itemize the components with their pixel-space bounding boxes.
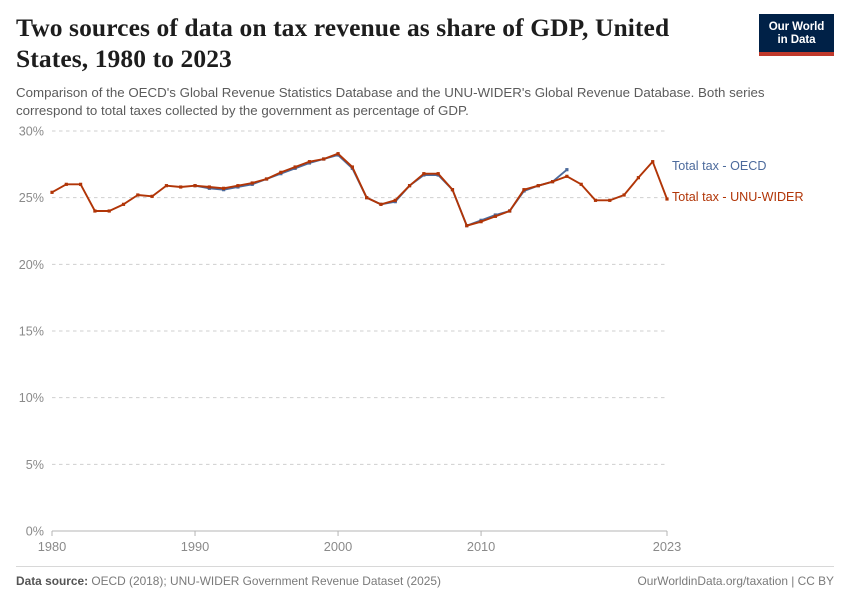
y-axis-tick-label: 15%	[19, 325, 44, 339]
chart-header: Two sources of data on tax revenue as sh…	[16, 12, 834, 120]
data-point-marker[interactable]	[593, 198, 598, 202]
y-axis-labels-group: 0% 5% 10% 15% 20% 25% 30%	[19, 125, 44, 539]
data-point-marker[interactable]	[93, 209, 97, 213]
logo-line-1: Our World	[768, 20, 825, 33]
data-point-marker[interactable]	[450, 188, 455, 192]
data-point-marker[interactable]	[193, 184, 197, 188]
data-point-marker[interactable]	[508, 209, 512, 213]
data-point-marker[interactable]	[336, 152, 340, 156]
x-axis-tick-label: 2010	[467, 539, 495, 554]
data-point-marker[interactable]	[179, 185, 183, 189]
x-axis-tick-label: 1990	[181, 539, 209, 554]
data-point-marker[interactable]	[550, 180, 555, 184]
data-point-marker[interactable]	[407, 184, 412, 188]
data-point-marker[interactable]	[536, 184, 540, 188]
data-point-marker[interactable]	[622, 193, 626, 197]
data-point-marker[interactable]	[236, 184, 240, 188]
series-line-oecd	[194, 154, 568, 227]
y-axis-tick-label: 10%	[19, 391, 44, 405]
data-point-marker[interactable]	[264, 177, 269, 181]
legend-label-oecd[interactable]: Total tax - OECD	[672, 159, 766, 173]
data-point-marker[interactable]	[379, 202, 383, 206]
data-point-marker[interactable]	[64, 182, 68, 186]
y-axis-tick-label: 5%	[26, 458, 44, 472]
y-axis-tick-label: 25%	[19, 191, 44, 205]
data-point-marker[interactable]	[651, 160, 655, 164]
data-point-marker[interactable]	[50, 190, 54, 194]
data-point-marker[interactable]	[307, 160, 312, 164]
x-axis-group: 1980 1990 2000 2010 2023	[38, 530, 681, 554]
data-point-marker[interactable]	[393, 198, 397, 202]
owid-logo[interactable]: Our World in Data	[759, 14, 834, 56]
series-line-unu-wider	[51, 152, 668, 227]
data-point-marker[interactable]	[222, 186, 226, 190]
chart-svg: 0% 5% 10% 15% 20% 25% 30% 1980 1990 2000 2010 2023…	[19, 125, 804, 555]
data-point-marker[interactable]	[107, 209, 111, 213]
data-point-marker[interactable]	[322, 157, 326, 161]
data-point-marker[interactable]	[365, 196, 369, 200]
data-point-marker[interactable]	[436, 172, 440, 176]
x-axis-tick-label: 2000	[324, 539, 352, 554]
data-point-marker[interactable]	[164, 184, 169, 188]
y-axis-tick-label: 30%	[19, 125, 44, 139]
data-point-marker[interactable]	[422, 172, 426, 176]
data-point-marker[interactable]	[522, 188, 526, 192]
x-axis-tick-label: 2023	[653, 539, 681, 554]
data-point-marker[interactable]	[150, 194, 154, 198]
data-source: Data source: OECD (2018); UNU-WIDER Gove…	[16, 574, 441, 588]
y-axis-tick-label: 20%	[19, 258, 44, 272]
chart-subtitle: Comparison of the OECD's Global Revenue …	[16, 85, 765, 119]
data-point-marker[interactable]	[79, 182, 83, 186]
page-title: Two sources of data on tax revenue as sh…	[16, 13, 670, 74]
gridlines-group	[52, 130, 667, 465]
y-axis-tick-label: 0%	[26, 525, 44, 539]
data-point-marker[interactable]	[636, 176, 640, 180]
data-point-marker[interactable]	[136, 193, 140, 197]
data-point-marker[interactable]	[207, 185, 211, 189]
data-point-marker[interactable]	[493, 214, 497, 218]
data-point-marker[interactable]	[279, 170, 283, 174]
data-point-marker[interactable]	[121, 202, 126, 206]
data-point-marker[interactable]	[465, 224, 469, 228]
x-axis-tick-label: 1980	[38, 539, 66, 554]
data-point-marker[interactable]	[608, 198, 612, 202]
series-group	[50, 152, 669, 228]
attribution-link[interactable]: OurWorldinData.org/taxation | CC BY	[637, 574, 834, 588]
data-point-marker[interactable]	[250, 181, 254, 185]
data-point-marker[interactable]	[293, 165, 297, 169]
legend-label-unu-wider[interactable]: Total tax - UNU-WIDER	[672, 190, 804, 204]
data-point-marker[interactable]	[579, 182, 583, 186]
data-point-marker[interactable]	[565, 174, 569, 178]
data-point-marker[interactable]	[565, 168, 569, 172]
data-source-text: OECD (2018); UNU-WIDER Government Revenu…	[91, 574, 441, 588]
legend-group: Total tax - OECD Total tax - UNU-WIDER	[672, 159, 804, 204]
data-point-marker[interactable]	[665, 197, 669, 201]
data-point-marker[interactable]	[479, 220, 483, 224]
data-point-marker[interactable]	[350, 165, 354, 169]
logo-line-2: in Data	[777, 32, 816, 46]
chart-footer: Data source: OECD (2018); UNU-WIDER Gove…	[16, 566, 834, 588]
data-source-label: Data source:	[16, 574, 89, 588]
